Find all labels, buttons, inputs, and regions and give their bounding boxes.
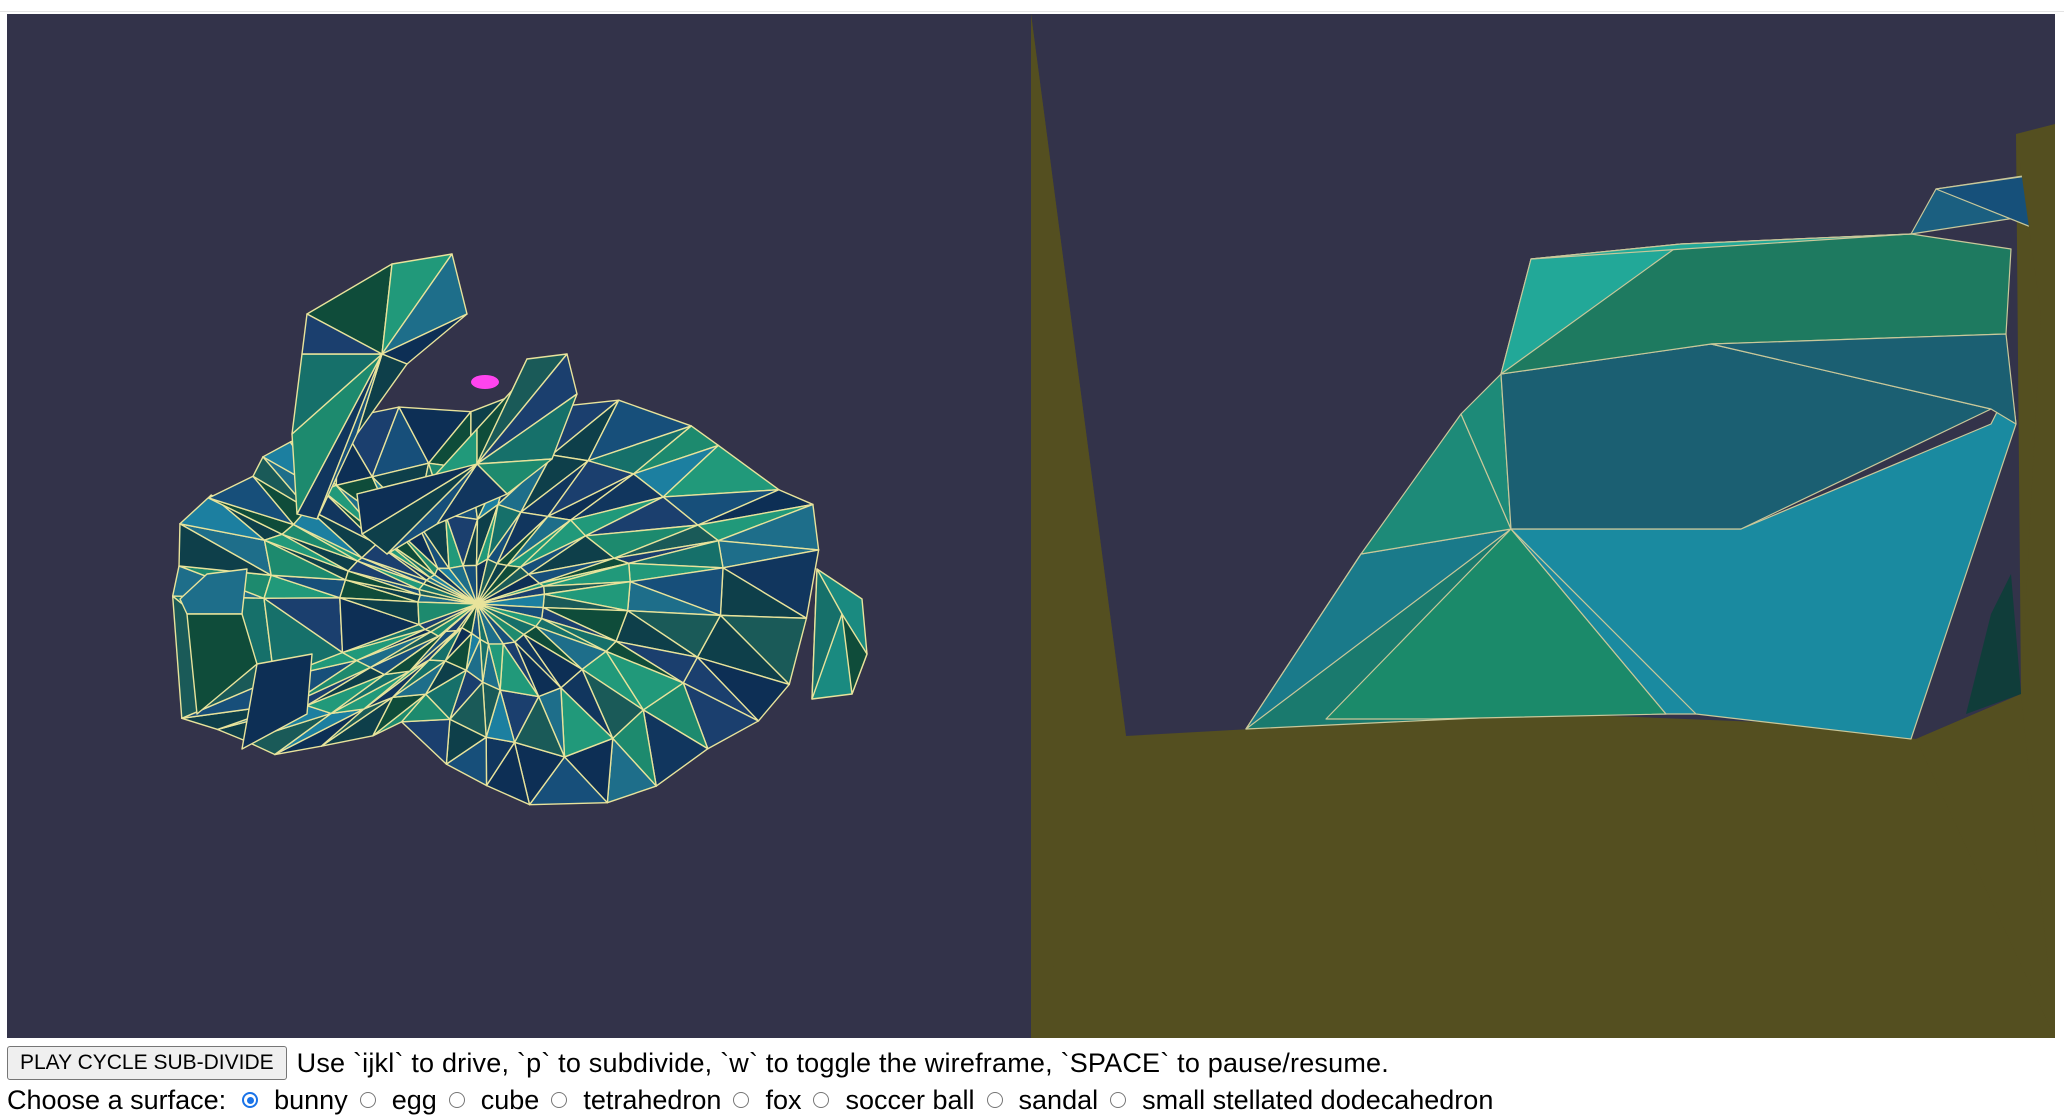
surface-option-soccer-ball[interactable]: soccer ball: [813, 1082, 975, 1118]
mesh-face: [417, 601, 478, 626]
bunny-render: [7, 14, 1031, 1038]
bunny-mesh: [171, 253, 868, 806]
radio-button[interactable]: [1110, 1092, 1127, 1108]
closeup-mesh: [1031, 14, 2055, 1038]
radio-button[interactable]: [448, 1092, 465, 1108]
radio-button[interactable]: [986, 1092, 1003, 1108]
surface-option-sandal[interactable]: sandal: [986, 1082, 1098, 1118]
play-cycle-subdivide-button[interactable]: PLAY CYCLE SUB-DIVIDE: [7, 1046, 287, 1080]
camera-viewport[interactable]: [1031, 14, 2055, 1038]
surface-option-cube[interactable]: cube: [448, 1082, 539, 1118]
closeup-render: [1031, 14, 2055, 1038]
surface-option-bunny[interactable]: bunny: [242, 1082, 348, 1118]
radio-button[interactable]: [242, 1092, 259, 1108]
mesh-face: [811, 568, 843, 700]
mesh-face: [1966, 574, 2021, 714]
mesh-face: [241, 653, 313, 750]
mesh-face: [1530, 233, 1912, 260]
surface-chooser: Choose a surface: bunny egg cube tetrahe…: [7, 1082, 2057, 1118]
mesh-face: [1710, 333, 2017, 425]
surface-option-egg[interactable]: egg: [359, 1082, 437, 1118]
mesh-face: [841, 613, 868, 695]
mesh-face: [301, 313, 383, 355]
mesh-face: [179, 568, 248, 615]
mesh-face: [1031, 14, 2055, 1038]
surface-option-small-stellated-dodecahedron[interactable]: small stellated dodecahedron: [1110, 1082, 1493, 1118]
mesh-face: [1916, 134, 2055, 1038]
mesh-face: [2016, 124, 2055, 1038]
car-marker: [471, 375, 499, 389]
mesh-face: [1031, 14, 1126, 1038]
radio-button[interactable]: [359, 1092, 376, 1108]
instructions-text: Use `ijkl` to drive, `p` to subdivide, `…: [296, 1048, 1389, 1078]
surface-option-tetrahedron[interactable]: tetrahedron: [551, 1082, 721, 1118]
top-strip: [0, 0, 2064, 12]
overview-viewport[interactable]: [7, 14, 1031, 1038]
radio-button[interactable]: [551, 1092, 568, 1108]
mesh-face: [356, 463, 478, 535]
surface-option-fox[interactable]: fox: [733, 1082, 801, 1118]
surface-label: Choose a surface:: [7, 1085, 227, 1115]
radio-button[interactable]: [813, 1092, 830, 1108]
radio-button[interactable]: [733, 1092, 750, 1108]
controls-panel: PLAY CYCLE SUB-DIVIDE Use `ijkl` to driv…: [7, 1044, 2057, 1118]
